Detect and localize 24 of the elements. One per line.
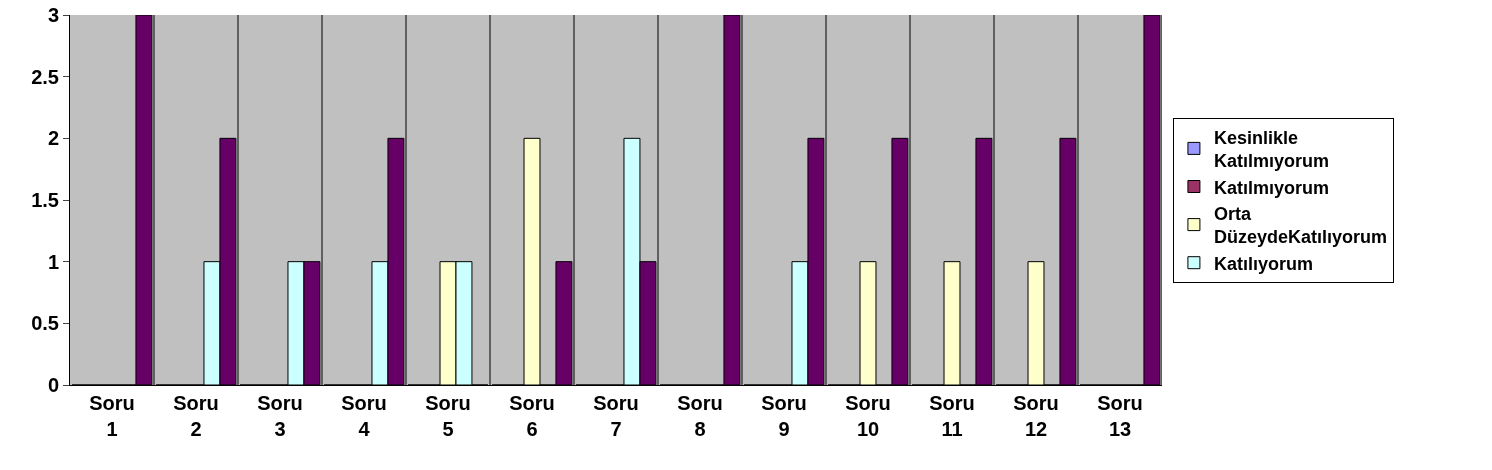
y-tick-label: 0 bbox=[47, 374, 59, 396]
x-tick-label: Soru 12 bbox=[1013, 392, 1059, 440]
y-tick-label: 1 bbox=[47, 250, 59, 273]
x-tick-label: Soru 4 bbox=[341, 392, 387, 440]
legend-label: Katılıyorum bbox=[1213, 253, 1313, 274]
x-tick-label: Soru 5 bbox=[425, 392, 471, 440]
y-tick-label: 0.5 bbox=[31, 312, 59, 335]
y-tick-label: 1.5 bbox=[31, 189, 59, 211]
x-tick-label: Soru 11 bbox=[929, 392, 975, 440]
y-tick-label: 2.5 bbox=[31, 65, 59, 88]
x-tick-label: Soru 13 bbox=[1097, 392, 1143, 440]
x-tick-label: Soru 7 bbox=[593, 392, 639, 440]
y-tick-label: 3 bbox=[47, 4, 59, 26]
legend-label: Orta DüzeydeKatılıyorum bbox=[1213, 203, 1387, 248]
legend-label: Katılmıyorum bbox=[1213, 177, 1329, 198]
y-tick-label: 2 bbox=[47, 127, 59, 150]
legend-label: Kesinlikle Katılmıyorum bbox=[1213, 127, 1329, 172]
x-tick-label: Soru 3 bbox=[257, 392, 303, 440]
x-tick-label: Soru 6 bbox=[509, 392, 555, 440]
x-tick-label: Soru 8 bbox=[677, 392, 723, 440]
x-tick-label: Soru 9 bbox=[761, 392, 807, 440]
x-tick-label: Soru 1 bbox=[89, 392, 135, 440]
x-tick-label: Soru 2 bbox=[173, 392, 219, 440]
x-tick-label: Soru 10 bbox=[845, 392, 891, 440]
